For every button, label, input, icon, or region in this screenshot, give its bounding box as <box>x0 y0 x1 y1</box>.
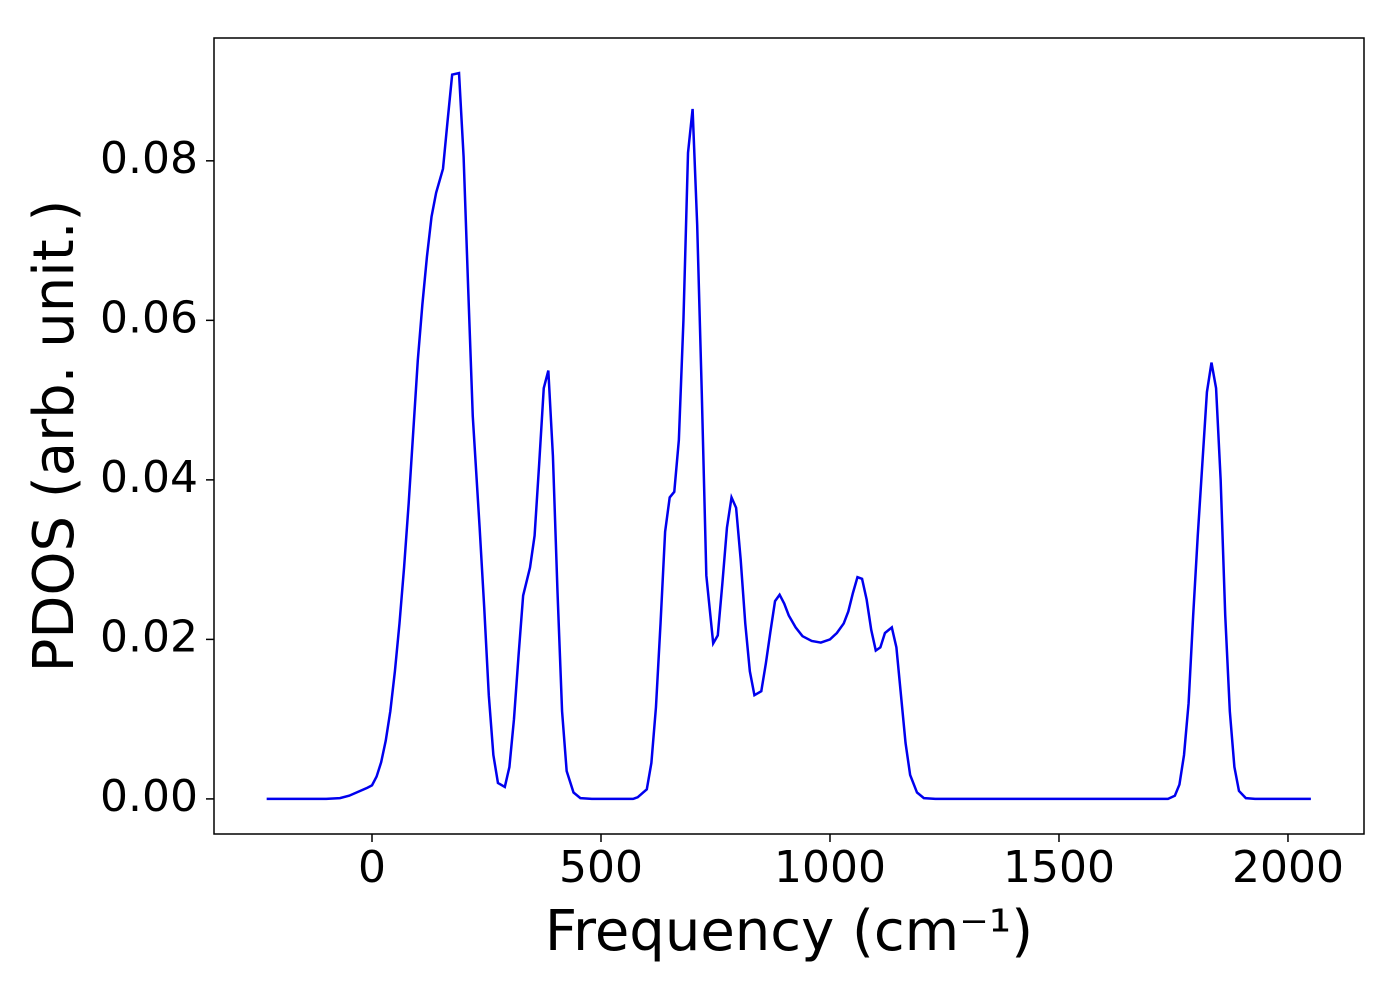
x-tick-label: 500 <box>559 842 643 893</box>
x-axis-label: Frequency (cm⁻¹) <box>545 899 1033 964</box>
y-axis-label: PDOS (arb. unit.) <box>22 200 87 673</box>
y-tick-label: 0.00 <box>100 771 198 822</box>
x-tick-label: 2000 <box>1232 842 1344 893</box>
y-tick-label: 0.08 <box>100 133 198 184</box>
y-tick-label: 0.02 <box>100 611 198 662</box>
x-tick-label: 1000 <box>774 842 886 893</box>
x-tick-label: 0 <box>358 842 386 893</box>
y-tick-label: 0.04 <box>100 452 198 503</box>
plot-frame <box>213 37 1365 835</box>
y-tick-label: 0.06 <box>100 292 198 343</box>
data-line <box>266 71 1311 801</box>
x-tick-label: 1500 <box>1003 842 1115 893</box>
